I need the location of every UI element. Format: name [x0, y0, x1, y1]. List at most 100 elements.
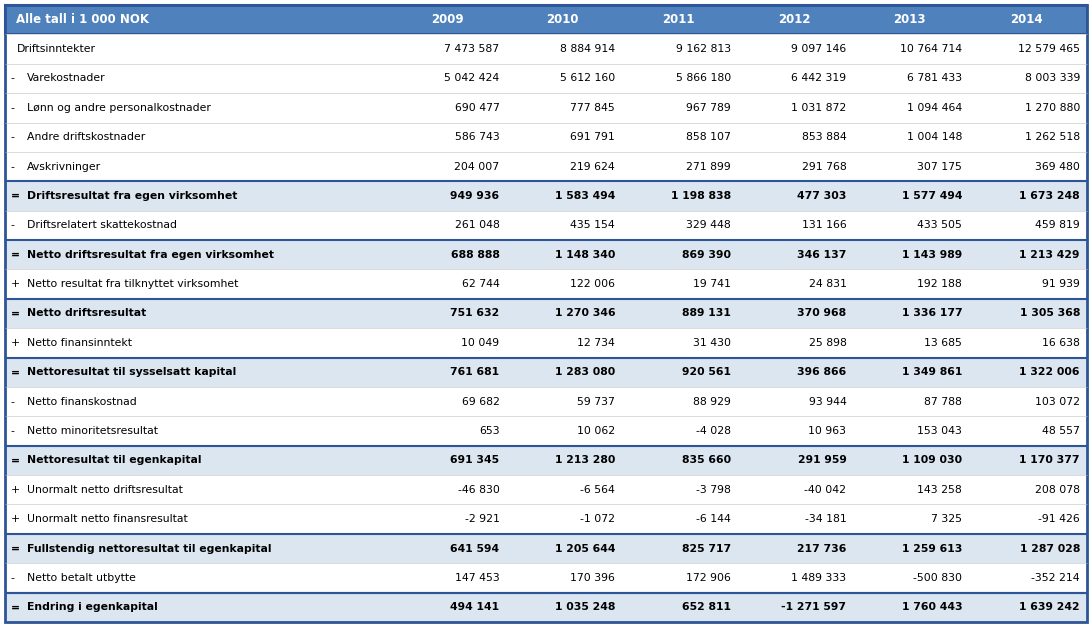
Text: Netto resultat fra tilknyttet virksomhet: Netto resultat fra tilknyttet virksomhet — [27, 279, 239, 289]
Text: 291 768: 291 768 — [802, 162, 846, 172]
Text: 6 442 319: 6 442 319 — [792, 73, 846, 83]
Text: 147 453: 147 453 — [454, 573, 499, 583]
Text: 69 682: 69 682 — [462, 397, 499, 407]
Text: -2 921: -2 921 — [464, 514, 499, 524]
Text: 217 736: 217 736 — [797, 544, 846, 554]
Text: -: - — [11, 103, 15, 113]
Text: +: + — [11, 338, 20, 348]
Text: 641 594: 641 594 — [450, 544, 499, 554]
Bar — [5, 446, 1087, 475]
Text: 1 262 518: 1 262 518 — [1025, 132, 1080, 142]
Text: 690 477: 690 477 — [454, 103, 499, 113]
Bar — [5, 122, 1087, 152]
Text: =: = — [11, 544, 20, 554]
Text: -91 426: -91 426 — [1038, 514, 1080, 524]
Text: 949 936: 949 936 — [450, 191, 499, 201]
Text: -: - — [11, 426, 15, 436]
Text: -6 144: -6 144 — [696, 514, 731, 524]
Text: 7 325: 7 325 — [931, 514, 962, 524]
Bar — [5, 357, 1087, 387]
Text: 13 685: 13 685 — [924, 338, 962, 348]
Text: 153 043: 153 043 — [917, 426, 962, 436]
Text: 31 430: 31 430 — [692, 338, 731, 348]
Text: 143 258: 143 258 — [917, 485, 962, 495]
Text: Netto minoritetsresultat: Netto minoritetsresultat — [27, 426, 158, 436]
Text: 1 213 280: 1 213 280 — [555, 455, 615, 465]
Text: 691 345: 691 345 — [450, 455, 499, 465]
Text: 2013: 2013 — [893, 13, 926, 26]
Text: 88 929: 88 929 — [693, 397, 731, 407]
Bar — [5, 34, 1087, 64]
Text: -500 830: -500 830 — [913, 573, 962, 583]
Bar — [5, 416, 1087, 446]
Bar — [5, 534, 1087, 563]
Text: 477 303: 477 303 — [797, 191, 846, 201]
Bar — [5, 64, 1087, 93]
Text: -: - — [11, 220, 15, 230]
Text: 396 866: 396 866 — [797, 367, 846, 377]
Text: 1 287 028: 1 287 028 — [1020, 544, 1080, 554]
Text: 5 866 180: 5 866 180 — [676, 73, 731, 83]
Text: 1 760 443: 1 760 443 — [902, 603, 962, 613]
Text: =: = — [11, 308, 20, 319]
Bar — [5, 593, 1087, 622]
Text: Fullstendig nettoresultat til egenkapital: Fullstendig nettoresultat til egenkapita… — [27, 544, 272, 554]
Text: 19 741: 19 741 — [693, 279, 731, 289]
Text: -: - — [11, 397, 15, 407]
Text: 131 166: 131 166 — [802, 220, 846, 230]
Text: 459 819: 459 819 — [1035, 220, 1080, 230]
Text: 103 072: 103 072 — [1035, 397, 1080, 407]
Text: 586 743: 586 743 — [454, 132, 499, 142]
Text: Driftsinntekter: Driftsinntekter — [16, 44, 95, 54]
Text: 1 031 872: 1 031 872 — [792, 103, 846, 113]
Text: 12 734: 12 734 — [578, 338, 615, 348]
Text: 1 213 429: 1 213 429 — [1020, 250, 1080, 260]
Text: Varekostnader: Varekostnader — [27, 73, 106, 83]
Text: -34 181: -34 181 — [805, 514, 846, 524]
Text: 87 788: 87 788 — [924, 397, 962, 407]
Text: 369 480: 369 480 — [1035, 162, 1080, 172]
Text: -: - — [11, 162, 15, 172]
Text: 433 505: 433 505 — [917, 220, 962, 230]
Text: Lønn og andre personalkostnader: Lønn og andre personalkostnader — [27, 103, 211, 113]
Text: Unormalt netto finansresultat: Unormalt netto finansresultat — [27, 514, 188, 524]
Text: 170 396: 170 396 — [570, 573, 615, 583]
Text: =: = — [11, 250, 20, 260]
Text: 858 107: 858 107 — [686, 132, 731, 142]
Text: 10 963: 10 963 — [808, 426, 846, 436]
Bar — [5, 475, 1087, 505]
Text: 1 489 333: 1 489 333 — [792, 573, 846, 583]
Text: 208 078: 208 078 — [1035, 485, 1080, 495]
Text: 751 632: 751 632 — [450, 308, 499, 319]
Text: 346 137: 346 137 — [797, 250, 846, 260]
Bar — [5, 505, 1087, 534]
Text: 1 148 340: 1 148 340 — [555, 250, 615, 260]
Text: 1 583 494: 1 583 494 — [555, 191, 615, 201]
Bar — [5, 93, 1087, 122]
Text: 1 639 242: 1 639 242 — [1019, 603, 1080, 613]
Text: 967 789: 967 789 — [686, 103, 731, 113]
Text: 652 811: 652 811 — [681, 603, 731, 613]
Text: 1 336 177: 1 336 177 — [902, 308, 962, 319]
Text: Netto driftsresultat: Netto driftsresultat — [27, 308, 146, 319]
Text: Unormalt netto driftsresultat: Unormalt netto driftsresultat — [27, 485, 183, 495]
Text: 192 188: 192 188 — [917, 279, 962, 289]
Text: -: - — [11, 132, 15, 142]
Text: 2012: 2012 — [778, 13, 810, 26]
Text: Avskrivninger: Avskrivninger — [27, 162, 102, 172]
Text: 48 557: 48 557 — [1042, 426, 1080, 436]
Text: 1 349 861: 1 349 861 — [902, 367, 962, 377]
Text: -4 028: -4 028 — [696, 426, 731, 436]
Text: 1 673 248: 1 673 248 — [1019, 191, 1080, 201]
Text: 7 473 587: 7 473 587 — [444, 44, 499, 54]
Text: 219 624: 219 624 — [570, 162, 615, 172]
Text: 1 094 464: 1 094 464 — [907, 103, 962, 113]
Bar — [5, 240, 1087, 270]
Text: 435 154: 435 154 — [570, 220, 615, 230]
Text: -352 214: -352 214 — [1031, 573, 1080, 583]
Bar — [5, 299, 1087, 328]
Text: 329 448: 329 448 — [686, 220, 731, 230]
Text: -40 042: -40 042 — [805, 485, 846, 495]
Text: 653: 653 — [478, 426, 499, 436]
Text: 1 170 377: 1 170 377 — [1020, 455, 1080, 465]
